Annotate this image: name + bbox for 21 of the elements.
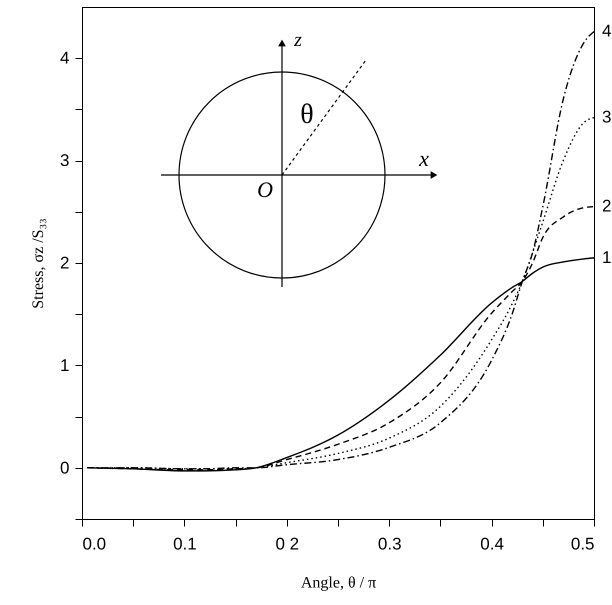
- x-tick-label: 0.0: [82, 534, 106, 554]
- x-tick-label: 0 2: [275, 534, 300, 554]
- annotation: θ: [300, 99, 314, 130]
- annotation: z: [293, 29, 302, 51]
- x-tick-label: 0.5: [570, 534, 594, 554]
- annotation: O: [257, 177, 274, 202]
- series-label: 3: [602, 108, 612, 127]
- y-tick-label: 2: [60, 254, 70, 272]
- y-tick-label: 4: [60, 48, 70, 68]
- y-tick-label: 1: [60, 356, 70, 375]
- x-axis-title: Angle, θ / π: [300, 574, 376, 592]
- y-tick-label: 3: [60, 151, 70, 170]
- x-tick-label: 0.4: [480, 534, 504, 554]
- annotation: x: [418, 146, 430, 171]
- series-label: 1: [602, 248, 612, 267]
- x-tick-label: 0.3: [378, 534, 402, 554]
- y-axis-title: Stress, σz /S₃₃: [30, 218, 48, 309]
- series-label: 4: [602, 22, 612, 41]
- x-tick-label: 0.1: [173, 534, 197, 554]
- series-label: 2: [602, 196, 612, 216]
- y-tick-label: 0: [60, 458, 70, 478]
